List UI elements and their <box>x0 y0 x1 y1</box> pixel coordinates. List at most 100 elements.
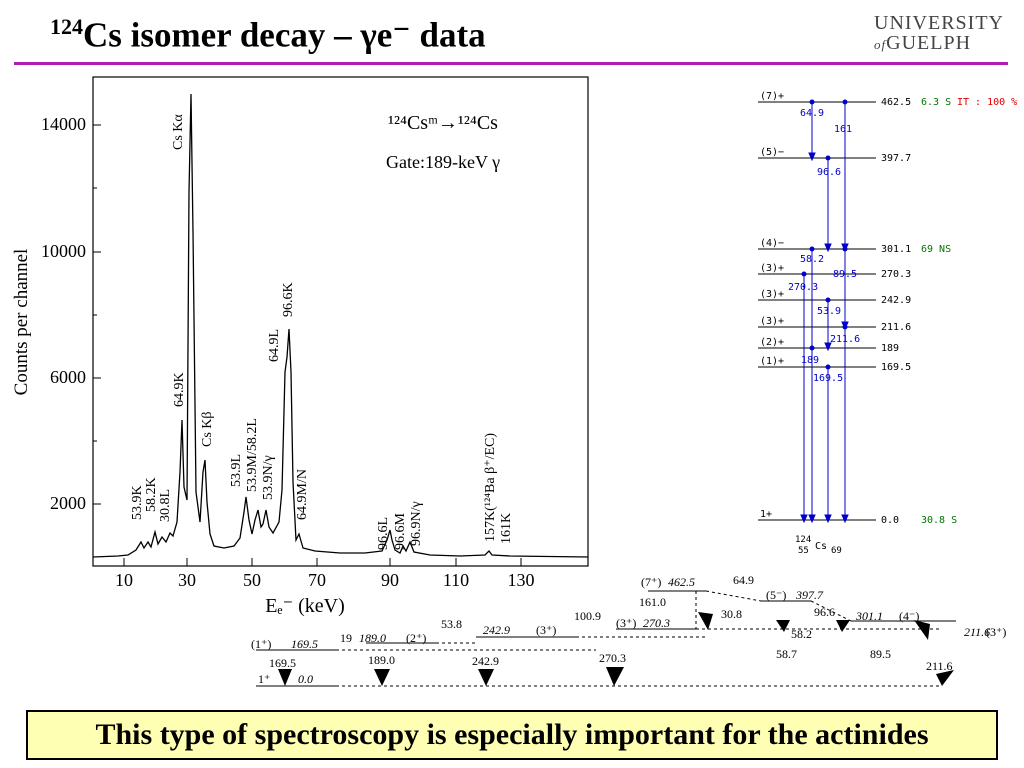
gamma-53.9: 53.9 <box>817 306 841 317</box>
energy-1: 397.7 <box>881 153 911 164</box>
peak-53.9N-gamma: 53.9N/γ <box>261 455 276 500</box>
halflife-ground: 30.8 S <box>921 515 957 526</box>
scheme-3plus-c: (3⁺) <box>986 625 1006 639</box>
xtick-70: 70 <box>308 570 326 590</box>
scheme-301.1: 301.1 <box>855 609 883 623</box>
scheme-100.9: 100.9 <box>574 609 601 623</box>
gamma-96.6: 96.6 <box>817 167 841 178</box>
footer-banner: This type of spectroscopy is especially … <box>26 710 998 760</box>
scheme-242.9-gamma: 242.9 <box>472 654 499 668</box>
logo-line1: UNIVERSITY <box>874 12 1004 34</box>
scheme-64.9: 64.9 <box>733 573 754 587</box>
spectrum-trace <box>92 93 589 558</box>
scheme-270.3: 270.3 <box>643 616 670 630</box>
plot-frame <box>92 76 589 567</box>
electron-spectrum: 14000 10000 6000 2000 10 30 50 70 90 110… <box>11 76 589 617</box>
peak-53.9L: 53.9L <box>229 454 244 487</box>
scheme-7plus: (7⁺) <box>641 575 661 589</box>
spin-4: (3)+ <box>760 289 784 300</box>
peak-30.8L: 30.8L <box>158 489 173 522</box>
scheme-211.6: 211.6 <box>926 659 953 673</box>
peak-53.9M-58.2L: 53.9M/58.2L <box>245 418 260 492</box>
energy-4: 242.9 <box>881 295 911 306</box>
scheme-5minus: (5⁻) <box>766 588 786 602</box>
spin-labels: (7)+ (5)− (4)− (3)+ (3)+ (3)+ (2)+ (1)+ … <box>760 91 784 520</box>
peak-58.2K: 58.2K <box>144 477 159 512</box>
level-lines <box>758 101 876 521</box>
title-text: Cs isomer decay – γe⁻ data <box>83 15 486 55</box>
logo-line2: ofGUELPH <box>874 32 971 55</box>
university-logo: UNIVERSITY ofGUELPH <box>872 12 1003 55</box>
scheme-4minus: (4⁻) <box>899 609 919 623</box>
scheme-19: 19 <box>340 631 352 645</box>
decay-scheme: (7⁺) 462.5 64.9 161.0 (5⁻) 397.7 30.8 96… <box>251 573 1006 687</box>
xtick-110: 110 <box>443 570 469 590</box>
y-axis-label: Counts per channel <box>11 249 32 396</box>
nucleus-z: 55 <box>798 546 809 556</box>
scheme-2plus: (2⁺) <box>406 631 426 645</box>
energy-8: 0.0 <box>881 515 899 526</box>
energy-6: 189 <box>881 343 899 354</box>
peak-64.9L: 64.9L <box>267 329 282 362</box>
scheme-labels: (7⁺) 462.5 64.9 161.0 (5⁻) 397.7 30.8 96… <box>251 573 1006 686</box>
nucleus-symbol: Cs <box>815 541 827 552</box>
peak-96.6K: 96.6K <box>281 282 296 317</box>
peak-CsKbeta: Cs Kβ <box>200 411 215 447</box>
scheme-211.6-level: 211.6 <box>964 625 990 639</box>
level-scheme: (7)+ (5)− (4)− (3)+ (3)+ (3)+ (2)+ (1)+ … <box>758 91 1017 556</box>
xtick-10: 10 <box>115 570 133 590</box>
gamma-189: 189 <box>801 355 819 366</box>
gamma-64.9: 64.9 <box>800 108 824 119</box>
ytick-10000: 10000 <box>41 241 86 261</box>
energy-3: 270.3 <box>881 269 911 280</box>
peak-96.6M: 96.6M <box>393 513 408 551</box>
gamma-270.3: 270.3 <box>788 282 818 293</box>
ytick-2000: 2000 <box>50 493 86 513</box>
scheme-3plus-b: (3⁺) <box>536 623 556 637</box>
scheme-58.7: 58.7 <box>776 647 797 661</box>
xtick-90: 90 <box>381 570 399 590</box>
logo-of: of <box>874 37 887 52</box>
peak-157K: 157K(¹²⁴Ba β⁺/EC) <box>483 433 498 542</box>
peak-labels: 53.9K 58.2K 30.8L 64.9K Cs Kα Cs Kβ 53.9… <box>130 114 514 550</box>
xtick-30: 30 <box>178 570 196 590</box>
scheme-462.5: 462.5 <box>668 575 695 589</box>
peak-CsKalpha: Cs Kα <box>171 114 186 150</box>
logo-guelph: GUELPH <box>886 32 972 54</box>
peak-96.9N-gamma: 96.9N/γ <box>409 501 424 546</box>
scheme-53.8: 53.8 <box>441 617 462 631</box>
scheme-dashed <box>336 590 941 687</box>
title-underline <box>14 62 1008 65</box>
inset-reaction: ¹²⁴Csᵐ→¹²⁴Cs <box>388 112 498 134</box>
gamma-58.2: 58.2 <box>800 254 824 265</box>
halflife-462: 6.3 S <box>921 97 951 108</box>
scheme-270.3-gamma: 270.3 <box>599 651 626 665</box>
scheme-161.0: 161.0 <box>639 595 666 609</box>
scheme-arrows <box>278 612 954 686</box>
nucleus-label: 124 55 Cs 69 <box>795 535 842 556</box>
energy-labels: 462.5 397.7 301.1 270.3 242.9 211.6 189 … <box>881 97 911 526</box>
spin-6: (2)+ <box>760 337 784 348</box>
it-branch: IT : 100 % <box>957 97 1017 108</box>
scheme-3plus-a: (3⁺) <box>616 616 636 630</box>
xtick-50: 50 <box>243 570 261 590</box>
y-ticks <box>93 124 101 505</box>
scheme-242.9: 242.9 <box>483 623 510 637</box>
scheme-189.0-level: 189.0 <box>359 631 386 645</box>
spin-3: (3)+ <box>760 263 784 274</box>
gamma-89.5: 89.5 <box>833 269 857 280</box>
scheme-89.5: 89.5 <box>870 647 891 661</box>
peak-96.6L: 96.6L <box>376 517 391 550</box>
halflife-301: 69 NS <box>921 244 951 255</box>
scheme-0.0: 0.0 <box>298 672 313 686</box>
x-ticks <box>123 558 522 566</box>
spin-5: (3)+ <box>760 316 784 327</box>
scheme-397.7: 397.7 <box>795 588 824 602</box>
ytick-6000: 6000 <box>50 367 86 387</box>
energy-7: 169.5 <box>881 362 911 373</box>
spin-1: (5)− <box>760 147 784 158</box>
energy-0: 462.5 <box>881 97 911 108</box>
peak-53.9K: 53.9K <box>130 485 145 520</box>
xtick-130: 130 <box>508 570 535 590</box>
nucleus-mass: 124 <box>795 535 811 545</box>
